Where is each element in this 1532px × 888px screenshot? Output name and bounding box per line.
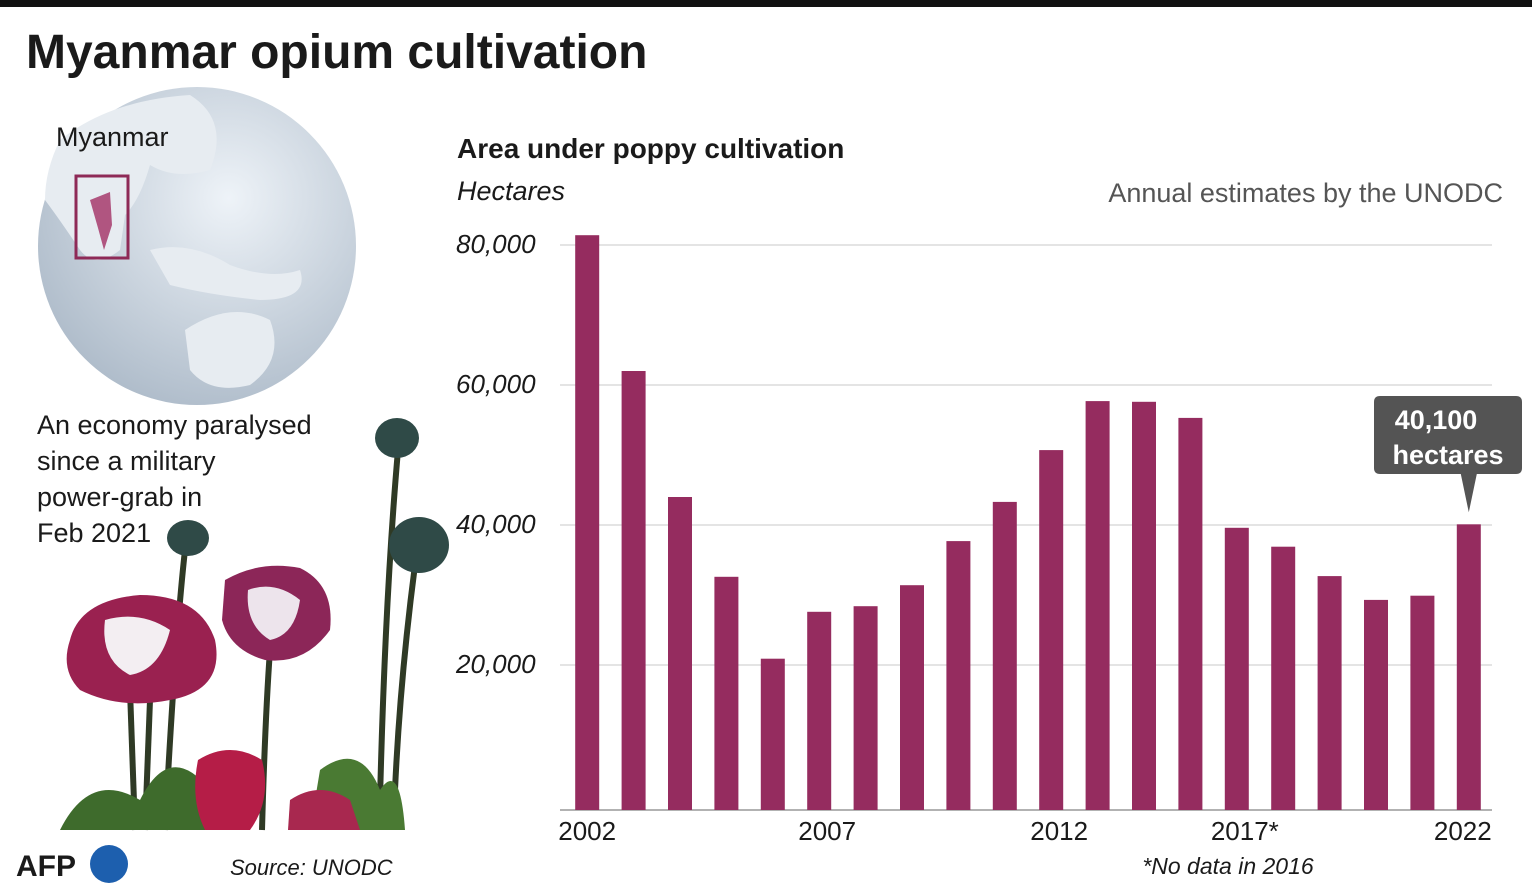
- bar: [1132, 401, 1156, 810]
- y-tick-label: 80,000: [456, 229, 536, 259]
- bar: [1224, 527, 1249, 810]
- bar: [760, 658, 785, 810]
- bar: [1317, 576, 1342, 810]
- y-tick-label: 60,000: [456, 369, 536, 399]
- bar: [807, 611, 832, 810]
- bar: [1085, 401, 1110, 810]
- logo-mark: [90, 845, 128, 883]
- footnote: *No data in 2016: [1142, 853, 1314, 879]
- subtitle: Annual estimates by the UNODC: [1108, 178, 1503, 208]
- chart-title: Area under poppy cultivation: [457, 133, 844, 164]
- x-tick-label: 2002: [558, 816, 616, 846]
- plot: 20,000 40,000 60,000 80,000 2002 2007 2012 2017…: [455, 229, 1522, 846]
- bar: [1271, 546, 1296, 810]
- bar: [1456, 524, 1481, 810]
- bar: [992, 501, 1017, 810]
- bar: [668, 497, 692, 810]
- map-label: Myanmar: [56, 122, 169, 152]
- description-line: An economy paralysed: [37, 410, 312, 440]
- y-axis-label: Hectares: [457, 176, 565, 206]
- y-tick-label: 40,000: [456, 509, 536, 539]
- bar: [714, 576, 739, 810]
- top-bar: [0, 0, 1532, 7]
- bar: [853, 606, 878, 810]
- callout-box: [1374, 396, 1522, 513]
- callout-text: 40,100: [1395, 405, 1478, 435]
- bar: [1178, 417, 1203, 810]
- x-tick-label: 2022: [1434, 816, 1492, 846]
- poppy-illustration: [60, 418, 449, 831]
- globe: [38, 87, 356, 405]
- bar: [621, 371, 646, 810]
- bar: [946, 541, 971, 810]
- description-line: power-grab in: [37, 482, 202, 512]
- description-line: since a military: [37, 446, 216, 476]
- bar: [1039, 450, 1064, 810]
- description-line: Feb 2021: [37, 518, 151, 548]
- bar: [575, 235, 600, 810]
- x-tick-label: 2007: [798, 816, 856, 846]
- title: Myanmar opium cultivation: [26, 26, 647, 79]
- callout-text: hectares: [1392, 440, 1503, 470]
- source: Source: UNODC: [230, 855, 393, 880]
- y-tick-label: 20,000: [455, 649, 536, 679]
- x-tick-label: 2012: [1030, 816, 1088, 846]
- x-tick-label: 2017*: [1211, 816, 1279, 846]
- description: An economy paralysed since a military powe…: [37, 410, 312, 548]
- bar: [1364, 599, 1388, 810]
- bar: [1410, 595, 1435, 810]
- bar: [900, 585, 924, 810]
- logo: AFP: [16, 850, 76, 883]
